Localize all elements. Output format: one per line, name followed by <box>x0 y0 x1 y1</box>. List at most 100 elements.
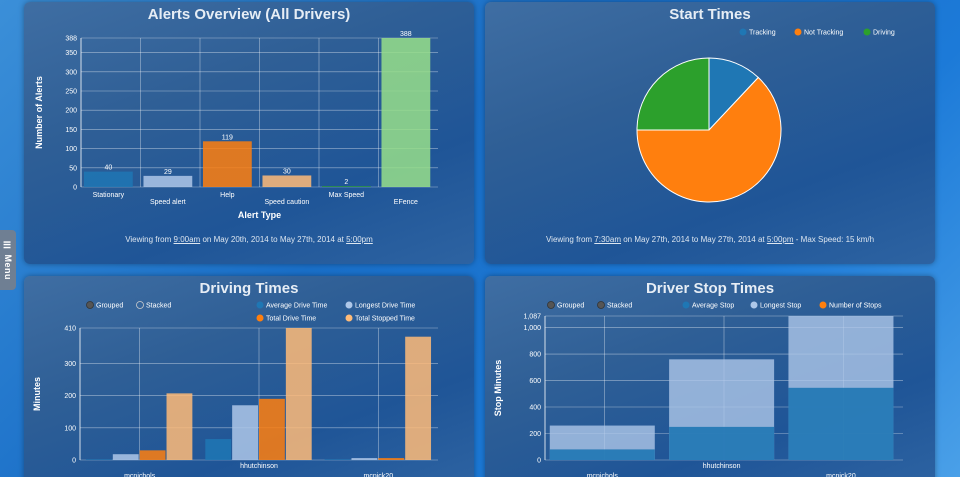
start-caption: Viewing from 7:30am on May 27th, 2014 to… <box>545 235 875 244</box>
bar[interactable] <box>262 175 312 187</box>
stacked-label[interactable]: Stacked <box>146 303 171 310</box>
menu-label: ☰ Menu <box>3 240 13 280</box>
y-tick-label: 250 <box>65 88 77 95</box>
bar[interactable] <box>285 328 312 460</box>
bar[interactable] <box>378 458 405 460</box>
stacked-radio[interactable] <box>136 301 144 309</box>
y-tick-label: 100 <box>64 425 76 432</box>
alerts-overview-panel: Alerts Overview (All Drivers) 0 50 100 150 2… <box>24 2 474 264</box>
data-label: 29 <box>164 169 172 176</box>
x-tick-label: Stationary <box>93 192 125 199</box>
bar[interactable] <box>351 458 378 460</box>
legend-label[interactable]: Total Stopped Time <box>355 316 415 323</box>
driver-stop-times-chart: 0 200 400 600 800 1,000 1,087 mcnichols hhutchin… <box>493 301 903 477</box>
bar[interactable] <box>324 459 351 460</box>
y-tick-label: 600 <box>529 378 541 385</box>
x-tick-label: mcnichols <box>587 473 619 477</box>
start-times-chart: Tracking Not Tracking Driving <box>636 28 895 203</box>
y-tick-label: 200 <box>529 431 541 438</box>
y-tick-label: 400 <box>529 405 541 412</box>
grouped-radio[interactable] <box>86 301 94 309</box>
legend-label[interactable]: Longest Stop <box>760 303 801 310</box>
x-tick-label: mcnick20 <box>826 473 856 477</box>
bar[interactable] <box>166 393 193 460</box>
legend-label[interactable]: Tracking <box>749 30 776 37</box>
driver-stop-times-panel: Driver Stop Times 0 200 400 600 800 1,000 1,08… <box>485 276 935 477</box>
y-tick-label: 150 <box>65 127 77 134</box>
legend-marker[interactable] <box>863 28 871 36</box>
y-tick-label: 410 <box>64 326 76 333</box>
legend-label[interactable]: Total Drive Time <box>266 316 316 323</box>
start-time-link[interactable]: 9:00am <box>173 235 201 244</box>
legend-marker[interactable] <box>345 301 353 309</box>
data-label: 40 <box>104 165 112 172</box>
grouped-label[interactable]: Grouped <box>557 303 584 310</box>
start-times-panel: Start Times Tracking Not Tracking Driving … <box>485 2 935 264</box>
y-tick-label: 0 <box>537 458 541 465</box>
start-time-link[interactable]: 7:30am <box>594 235 621 244</box>
y-tick-label: 200 <box>64 393 76 400</box>
legend-marker[interactable] <box>345 314 353 322</box>
y-tick-label: 100 <box>65 146 77 153</box>
pie-slice[interactable] <box>636 57 710 131</box>
legend-label[interactable]: Longest Drive Time <box>355 303 415 310</box>
bar[interactable] <box>259 398 285 460</box>
bar[interactable] <box>788 387 894 460</box>
y-tick-label: 350 <box>65 50 77 57</box>
legend-label[interactable]: Average Drive Time <box>266 303 327 310</box>
bar[interactable] <box>669 426 775 460</box>
y-tick-label: 388 <box>65 36 77 43</box>
pie-slice[interactable] <box>636 76 782 203</box>
panel-title: Driver Stop Times <box>645 280 775 297</box>
bar[interactable] <box>381 38 431 187</box>
data-label: 30 <box>283 168 291 175</box>
y-tick-label: 300 <box>64 361 76 368</box>
legend-marker[interactable] <box>682 301 690 309</box>
bar[interactable] <box>321 186 371 187</box>
bar[interactable] <box>143 175 193 187</box>
legend-marker[interactable] <box>256 301 264 309</box>
legend-label[interactable]: Not Tracking <box>804 30 843 37</box>
bar[interactable] <box>232 405 258 460</box>
y-tick-label: 1,087 <box>523 314 541 321</box>
x-tick-label: Max Speed <box>329 192 365 199</box>
bar[interactable] <box>112 454 139 460</box>
bar[interactable] <box>139 450 166 460</box>
legend-marker[interactable] <box>794 28 802 36</box>
legend-label[interactable]: Driving <box>873 30 895 37</box>
y-axis-title: Minutes <box>32 377 42 411</box>
bar[interactable] <box>549 449 655 460</box>
bar[interactable] <box>202 141 252 187</box>
stacked-label[interactable]: Stacked <box>607 303 632 310</box>
y-tick-label: 0 <box>72 458 76 465</box>
x-tick-label: EFence <box>394 199 418 206</box>
alerts-chart: 0 50 100 150 200 250 300 350 388 40 Stationary 29 Sp… <box>34 31 438 220</box>
end-time-link[interactable]: 5:00pm <box>766 235 794 244</box>
y-tick-label: 0 <box>73 185 77 192</box>
end-time-link[interactable]: 5:00pm <box>346 235 373 244</box>
legend-marker[interactable] <box>750 301 758 309</box>
legend-marker[interactable] <box>739 28 747 36</box>
menu-tab[interactable]: ☰ Menu <box>0 230 16 290</box>
legend-marker[interactable] <box>256 314 264 322</box>
legend-label[interactable]: Average Stop <box>692 303 734 310</box>
panel-title: Start Times <box>669 6 751 23</box>
grouped-label[interactable]: Grouped <box>96 303 123 310</box>
y-tick-label: 300 <box>65 69 77 76</box>
bar[interactable] <box>205 439 232 460</box>
bar[interactable] <box>83 171 133 187</box>
x-tick-label: Speed alert <box>150 199 186 206</box>
x-tick-label: mcnichols <box>124 473 156 477</box>
grouped-radio[interactable] <box>547 301 555 309</box>
legend-marker[interactable] <box>819 301 827 309</box>
bar[interactable] <box>85 459 112 460</box>
panel-title: Alerts Overview (All Drivers) <box>147 6 351 23</box>
y-axis-title: Number of Alerts <box>34 76 44 149</box>
driving-times-chart: 0 100 200 300 410 mcnichols hhutchinson mcnick2… <box>32 301 438 477</box>
legend-label[interactable]: Number of Stops <box>829 303 882 310</box>
x-tick-label: hhutchinson <box>240 463 278 470</box>
x-tick-label: Speed caution <box>264 199 309 206</box>
stacked-radio[interactable] <box>597 301 605 309</box>
bar[interactable] <box>405 336 432 460</box>
data-label: 2 <box>344 179 348 186</box>
